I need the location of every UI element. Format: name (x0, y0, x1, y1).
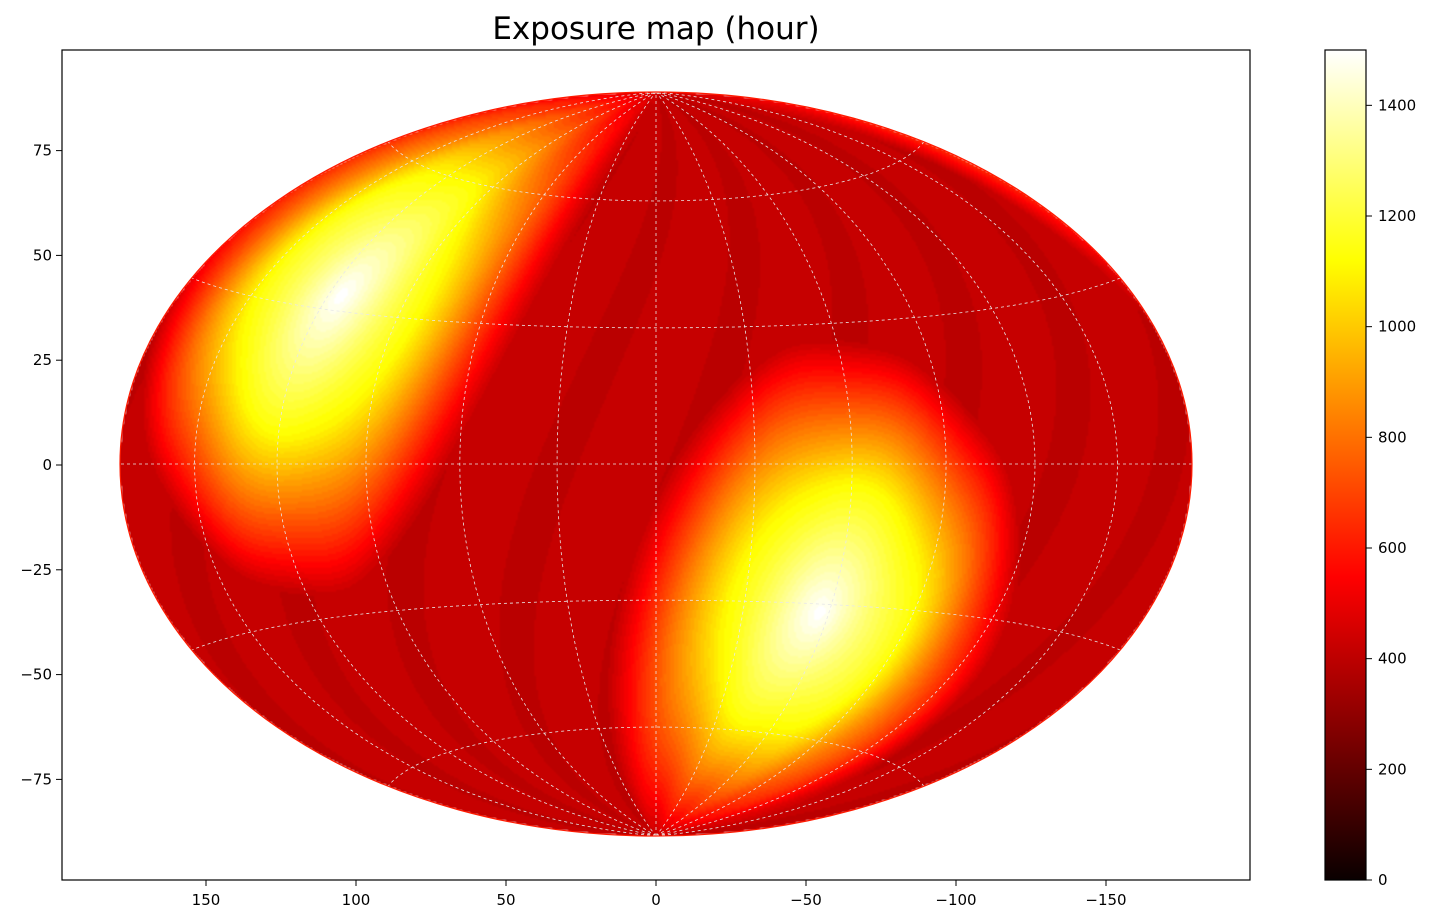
colorbar-tick-label: 200 (1378, 760, 1407, 778)
colorbar-tick-label: 600 (1378, 539, 1407, 557)
graticule-line (191, 277, 1121, 329)
x-tick-label: −150 (1085, 891, 1126, 909)
x-tick-label: −100 (935, 891, 976, 909)
x-tick-label: 100 (342, 891, 371, 909)
colorbar-tick-label: 400 (1378, 650, 1407, 668)
y-tick-label: −25 (20, 561, 52, 579)
x-tick-label: 0 (651, 891, 661, 909)
x-axis-ticks: 150 100 50 0 −50 −100 −150 (192, 880, 1127, 909)
y-axis-ticks: 75 50 25 0 −25 −50 −75 (20, 142, 62, 788)
colorbar-tick-label: 800 (1378, 428, 1407, 446)
y-tick-label: 0 (42, 456, 52, 474)
colorbar-tick-label: 0 (1378, 871, 1388, 889)
graticule-line (365, 92, 657, 836)
graticule (120, 92, 1192, 836)
colorbar-tick-label: 1400 (1378, 96, 1416, 114)
y-tick-label: −75 (20, 770, 52, 788)
colorbar-ticks: 0 200 400 600 800 1000 1200 1400 (1366, 96, 1416, 889)
colorbar-tick-label: 1200 (1378, 207, 1416, 225)
chart-title: Exposure map (hour) (492, 11, 819, 47)
y-tick-label: 75 (33, 142, 52, 160)
y-tick-label: −50 (20, 666, 52, 684)
colorbar-tick-label: 1000 (1378, 318, 1416, 336)
x-tick-label: 150 (192, 891, 221, 909)
x-tick-label: −50 (790, 891, 822, 909)
y-tick-label: 50 (33, 246, 52, 264)
sky-outline (119, 91, 1193, 837)
y-tick-label: 25 (33, 351, 52, 369)
x-tick-label: 50 (496, 891, 515, 909)
graticule-line (191, 599, 1121, 651)
graticule-line (655, 92, 853, 836)
colorbar (1324, 49, 1367, 881)
